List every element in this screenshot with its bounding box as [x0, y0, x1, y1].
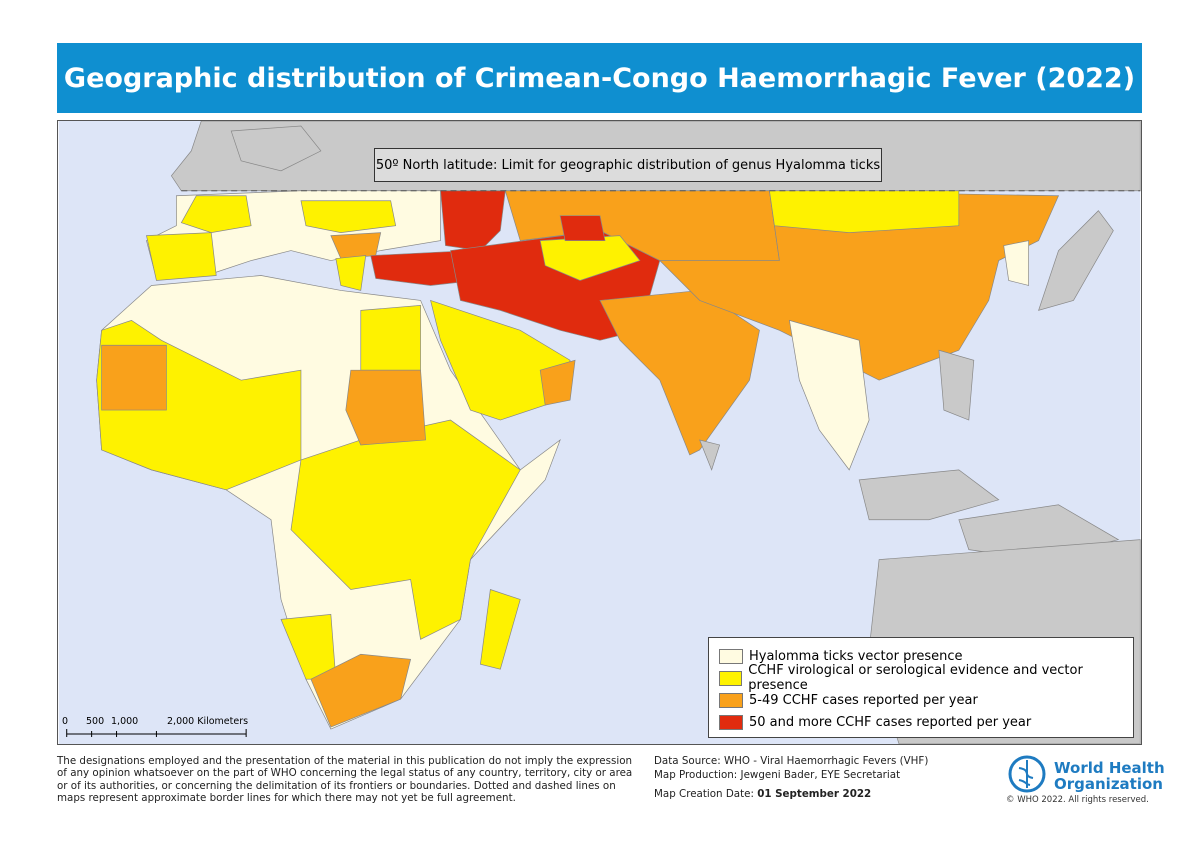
logo-text: Organization: [1054, 775, 1163, 793]
data-source: Data Source: WHO - Viral Haemorrhagic Fe…: [654, 755, 929, 767]
legend-item: CCHF virological or serological evidence…: [719, 663, 1133, 693]
creation-date: Map Creation Date: 01 September 2022: [654, 788, 871, 800]
disclaimer: The designations employed and the presen…: [57, 755, 633, 804]
legend-label: Hyalomma ticks vector presence: [749, 648, 963, 664]
who-emblem: [1008, 755, 1046, 793]
legend: Hyalomma ticks vector presence CCHF viro…: [708, 637, 1134, 738]
creation-value: 01 September 2022: [757, 788, 872, 800]
creation-label: Map Creation Date:: [654, 788, 754, 800]
legend-item: Hyalomma ticks vector presence: [719, 647, 963, 665]
scale-label: 2,000 Kilometers: [167, 716, 249, 727]
production: Map Production: Jewgeni Bader, EYE Secre…: [654, 769, 901, 781]
scale-label: 0: [62, 716, 69, 727]
legend-label: 5-49 CCHF cases reported per year: [749, 692, 978, 708]
title-bar: Geographic distribution of Crimean-Congo…: [57, 43, 1142, 113]
scale-label: 500: [86, 716, 105, 727]
legend-item: 5-49 CCHF cases reported per year: [719, 691, 978, 709]
legend-label: 50 and more CCHF cases reported per year: [749, 714, 1032, 730]
annotation-text: 50º North latitude: Limit for geographic…: [375, 157, 881, 173]
copyright: © WHO 2022. All rights reserved.: [1006, 795, 1149, 805]
logo-text: World Health: [1054, 759, 1165, 777]
legend-item: 50 and more CCHF cases reported per year: [719, 713, 1031, 731]
title: Geographic distribution of Crimean-Congo…: [63, 62, 1136, 94]
scale-label: 1,000: [111, 716, 139, 727]
annotation: 50º North latitude: Limit for geographic…: [374, 148, 882, 182]
legend-label: CCHF virological or serological evidence…: [748, 663, 1083, 693]
